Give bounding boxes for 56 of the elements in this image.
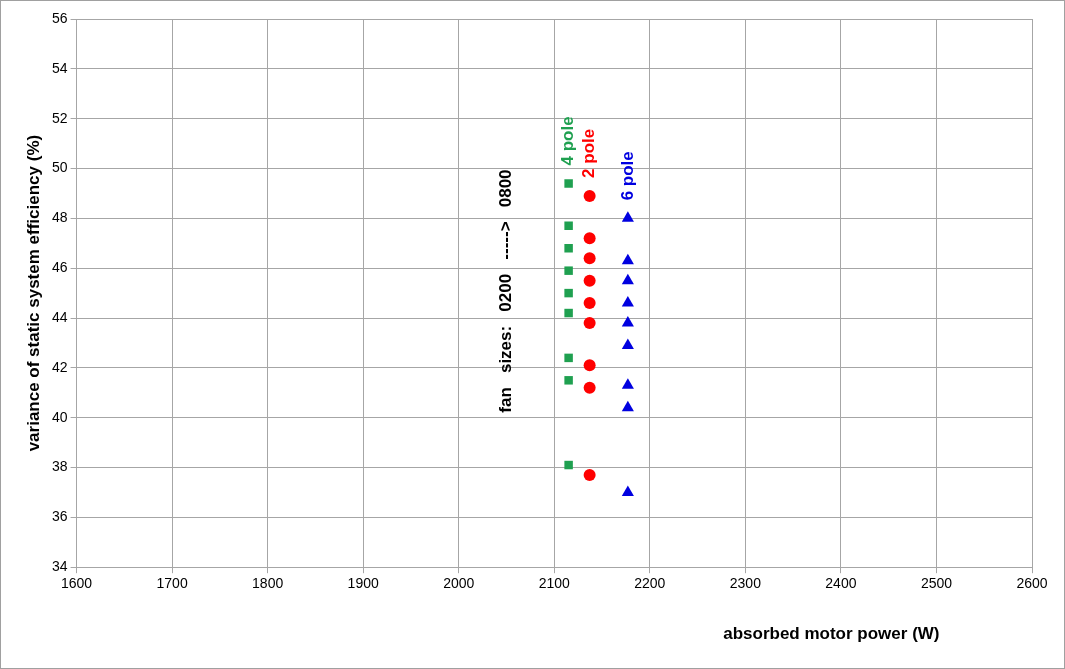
x-tick-label: 1900 xyxy=(347,575,379,592)
point xyxy=(583,381,596,394)
y-tick-label: 52 xyxy=(51,109,68,126)
point xyxy=(621,378,634,389)
point xyxy=(564,266,573,275)
text: 4 pole xyxy=(558,116,578,166)
point xyxy=(621,273,634,285)
y-tick-label: 40 xyxy=(51,408,68,425)
x-tick-label: 2000 xyxy=(443,575,475,592)
point xyxy=(621,338,634,349)
point xyxy=(583,189,596,202)
point xyxy=(583,232,596,245)
point xyxy=(564,353,573,363)
point xyxy=(583,274,596,287)
y-tick-label: 54 xyxy=(51,59,68,76)
x-tick-label: 2200 xyxy=(634,575,666,592)
y-tick-label: 42 xyxy=(51,358,68,375)
point xyxy=(621,296,634,307)
point xyxy=(583,317,596,329)
y-tick-label: 56 xyxy=(51,9,68,26)
x-tick-label: 2600 xyxy=(1016,575,1048,592)
y-tick-label: 34 xyxy=(51,558,68,575)
y-tick-label: 50 xyxy=(51,159,68,176)
point xyxy=(583,469,596,481)
point xyxy=(583,297,596,310)
point xyxy=(621,253,634,265)
x-tick-label: 2300 xyxy=(729,575,762,592)
x-tick-label: 1600 xyxy=(60,575,93,592)
point xyxy=(621,211,634,222)
point xyxy=(564,221,573,231)
point xyxy=(621,485,634,496)
point xyxy=(583,359,596,372)
point xyxy=(564,288,573,298)
y-axis-title: variance of static system efficiency (%) xyxy=(23,134,43,452)
x-tick-label: 2400 xyxy=(825,575,857,592)
y-tick-label: 46 xyxy=(51,259,68,276)
point xyxy=(564,376,573,385)
point xyxy=(621,316,634,327)
text: 6 pole xyxy=(617,151,637,201)
point xyxy=(564,460,573,470)
x-axis-title: absorbed motor power (W) xyxy=(723,623,940,643)
x-tick-label: 2500 xyxy=(920,575,953,592)
x-tick-label: 2100 xyxy=(538,575,571,592)
point xyxy=(621,400,634,412)
y-tick-label: 44 xyxy=(51,308,68,325)
text: 2 pole xyxy=(579,128,599,178)
point xyxy=(564,179,573,188)
x-tick-label: 1800 xyxy=(252,575,284,592)
annotation: fan sizes: 0200 -----> 0800 xyxy=(496,169,516,413)
point xyxy=(564,244,573,253)
point xyxy=(583,252,596,265)
y-tick-label: 48 xyxy=(51,209,68,226)
x-tick-label: 1700 xyxy=(156,575,188,592)
point xyxy=(564,308,573,318)
y-tick-label: 36 xyxy=(51,508,68,525)
y-tick-label: 38 xyxy=(51,458,68,475)
